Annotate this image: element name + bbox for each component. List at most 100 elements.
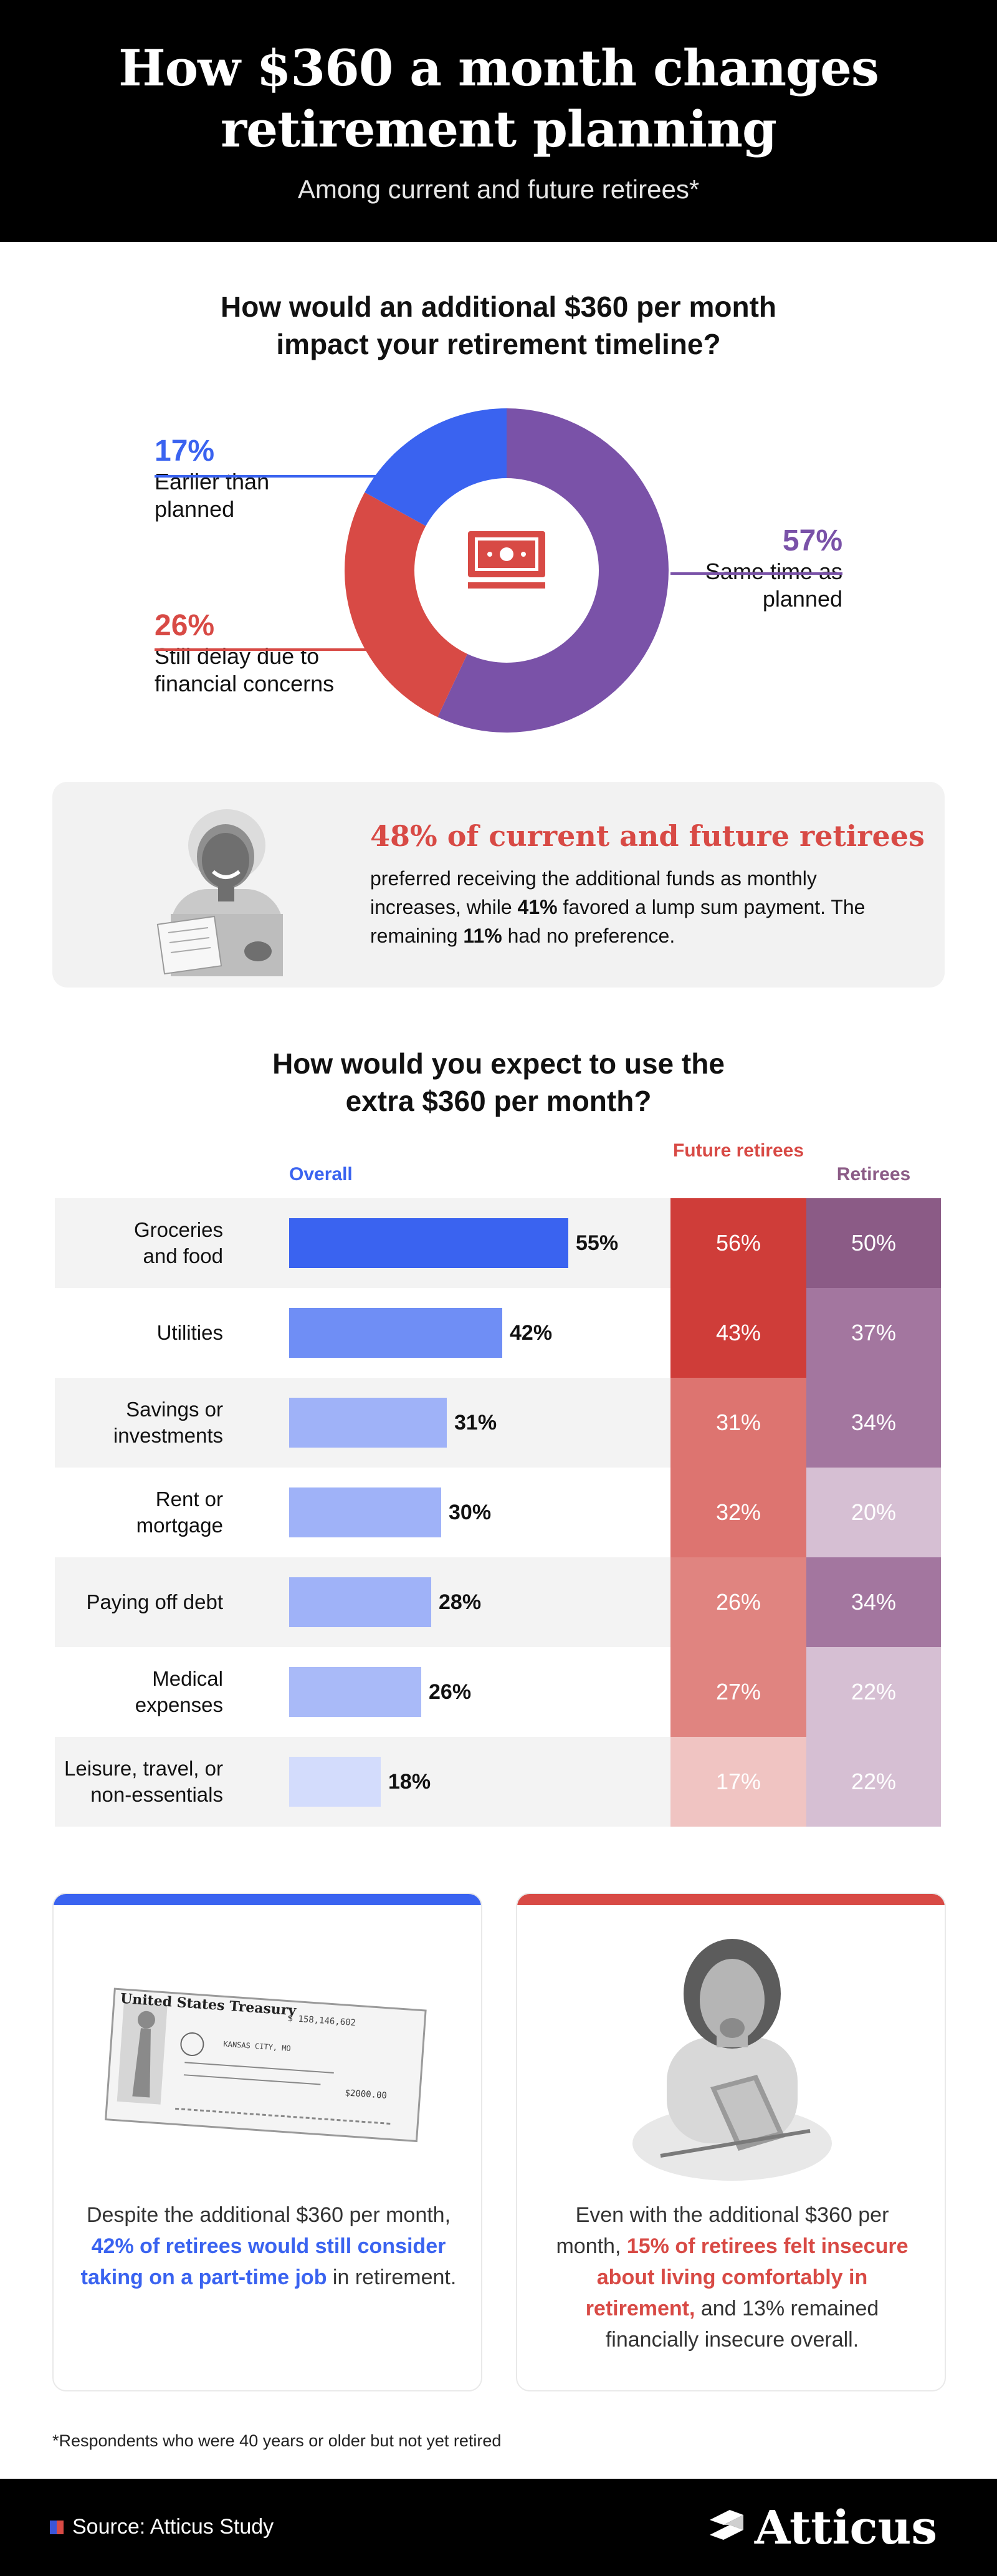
col-head-future: Future retirees	[672, 1140, 804, 1161]
row-label: Utilities	[156, 1321, 223, 1344]
cell-retirees: 20%	[806, 1468, 941, 1557]
slice-label-delay: 26% Still delay due to financial concern…	[155, 608, 334, 698]
col-head-overall: Overall	[289, 1164, 353, 1185]
cell-retirees: 34%	[806, 1557, 941, 1647]
leader-line-delay	[155, 648, 366, 651]
row-label: Rent or mortgage	[136, 1487, 223, 1537]
card-part-time-text-1: Despite the additional $360 per month,	[86, 2203, 451, 2227]
row-label: Groceries and food	[133, 1218, 223, 1267]
slice-pct-earlier: 17%	[155, 435, 215, 468]
table-row: Savings or investments 31% 31% 34%	[55, 1378, 941, 1468]
bar-value-label: 28%	[439, 1590, 482, 1614]
slice-text-delay-2: financial concerns	[155, 671, 335, 696]
slice-text-same-2: planned	[762, 586, 842, 612]
uses-question-line1: How would you expect to use the	[272, 1047, 725, 1080]
slice-pct-delay: 26%	[155, 609, 215, 642]
card-accent-bar	[517, 1894, 945, 1905]
cell-retirees: 22%	[806, 1647, 941, 1737]
bar-overall	[289, 1398, 447, 1448]
stat-body-none-pct: 11%	[463, 925, 502, 947]
stat-body-text-3: had no preference.	[502, 925, 675, 947]
page-subtitle: Among current and future retirees*	[297, 175, 700, 204]
bar-value-label: 18%	[388, 1770, 431, 1794]
stat-body-lump-pct: 41%	[517, 896, 558, 918]
timeline-question-line2: impact your retirement timeline?	[276, 328, 721, 360]
bar-overall	[289, 1487, 441, 1537]
cell-retirees: 22%	[806, 1737, 941, 1827]
table-row: Paying off debt 28% 26% 34%	[55, 1557, 941, 1647]
slice-text-earlier-2: planned	[155, 496, 235, 522]
bar-overall	[289, 1577, 431, 1627]
table-row: Utilities 42% 43% 37%	[55, 1288, 941, 1378]
stat-card: 48% of current and future retirees prefe…	[52, 782, 945, 988]
brand-name: Atticus	[754, 2501, 937, 2555]
bar-overall	[289, 1218, 568, 1268]
leader-line-earlier	[155, 475, 380, 478]
flag-icon	[50, 2520, 64, 2534]
timeline-question-line1: How would an additional $360 per month	[221, 291, 776, 323]
footer: Source: Atticus Study Atticus	[0, 2479, 997, 2576]
card-part-time-text: Despite the additional $360 per month, 4…	[79, 2199, 459, 2293]
bar-value-label: 31%	[454, 1411, 497, 1435]
treasury-check-illustration: United States Treasury $ 158,146,602 KAN…	[105, 1987, 427, 2143]
source-text: Source: Atticus Study	[72, 2515, 274, 2539]
slice-pct-same: 57%	[782, 524, 842, 557]
col-head-retirees: Retirees	[836, 1164, 911, 1185]
bar-overall	[289, 1308, 502, 1358]
cell-future-retirees: 26%	[670, 1557, 806, 1647]
check-amount-top: $ 158,146,602	[287, 2014, 356, 2029]
bar-overall	[289, 1757, 381, 1807]
table-row: Medical expenses 26% 27% 22%	[55, 1647, 941, 1737]
brand-logo[interactable]: Atticus	[705, 2501, 937, 2555]
card-part-time-job: United States Treasury $ 158,146,602 KAN…	[52, 1893, 482, 2391]
cell-future-retirees: 32%	[670, 1468, 806, 1557]
woman-laptop-illustration	[632, 1939, 832, 2181]
table-row: Rent or mortgage 30% 32% 20%	[55, 1468, 941, 1557]
card-insecure-text: Even with the additional $360 per month,…	[542, 2199, 922, 2355]
cell-future-retirees: 27%	[670, 1647, 806, 1737]
cash-icon	[468, 531, 545, 589]
cell-future-retirees: 31%	[670, 1378, 806, 1468]
table-row: Leisure, travel, or non-essentials 18% 17% 2…	[55, 1737, 941, 1827]
card-insecure-text-2: and 13% remained financially insecure ov…	[605, 2297, 879, 2352]
cell-future-retirees: 56%	[670, 1198, 806, 1288]
cell-future-retirees: 17%	[670, 1737, 806, 1827]
card-insecure: Even with the additional $360 per month,…	[516, 1893, 946, 2391]
bar-value-label: 26%	[429, 1680, 472, 1704]
slice-label-same: 57% Same time as planned	[705, 524, 842, 613]
source-note: Source: Atticus Study	[50, 2515, 274, 2539]
row-label: Paying off debt	[86, 1590, 223, 1613]
stat-body-text-1: preferred receiving the additional funds…	[370, 867, 817, 918]
bar-overall	[289, 1667, 421, 1717]
slice-label-earlier: 17% Earlier than planned	[155, 434, 269, 523]
row-label: Savings or investments	[113, 1398, 223, 1447]
card-part-time-highlight: 42% of retirees would still consider tak…	[80, 2234, 446, 2289]
footnote: *Respondents who were 40 years or older …	[52, 2431, 502, 2450]
check-amount: $2000.00	[345, 2088, 387, 2101]
bar-value-label: 30%	[449, 1501, 492, 1524]
card-accent-bar	[54, 1894, 481, 1905]
stat-body-text-2: favored a lump sum payment. The remainin…	[370, 896, 866, 947]
card-insecure-text-1: Even with the additional $360 per month,	[556, 2203, 889, 2258]
cell-future-retirees: 43%	[670, 1288, 806, 1378]
timeline-donut-chart	[345, 408, 669, 733]
page-title-line2: retirement planning	[221, 100, 777, 158]
card-insecure-highlight: 15% of retirees felt insecure about livi…	[585, 2234, 909, 2320]
slice-text-same-1: Same time as	[705, 559, 842, 584]
row-label: Leisure, travel, or non-essentials	[64, 1757, 223, 1806]
cell-retirees: 34%	[806, 1378, 941, 1468]
page-title-line1: How $360 a month changes	[118, 39, 879, 97]
stat-body: preferred receiving the additional funds…	[370, 864, 906, 950]
header: How $360 a month changes retirement plan…	[0, 0, 997, 242]
uses-question-line2: extra $360 per month?	[345, 1085, 652, 1117]
bar-value-label: 42%	[510, 1321, 553, 1345]
table-row: Groceries and food 55% 56% 50%	[55, 1198, 941, 1288]
row-label: Medical expenses	[135, 1667, 223, 1716]
stat-headline: 48% of current and future retirees	[370, 819, 925, 853]
atticus-logo-icon	[709, 2510, 743, 2540]
woman-reading-illustration	[156, 809, 283, 976]
bar-value-label: 55%	[576, 1231, 619, 1255]
slice-text-delay-1: Still delay due to	[155, 643, 320, 669]
card-part-time-text-2: in retirement.	[327, 2266, 457, 2289]
slice-text-earlier-1: Earlier than	[155, 469, 270, 494]
